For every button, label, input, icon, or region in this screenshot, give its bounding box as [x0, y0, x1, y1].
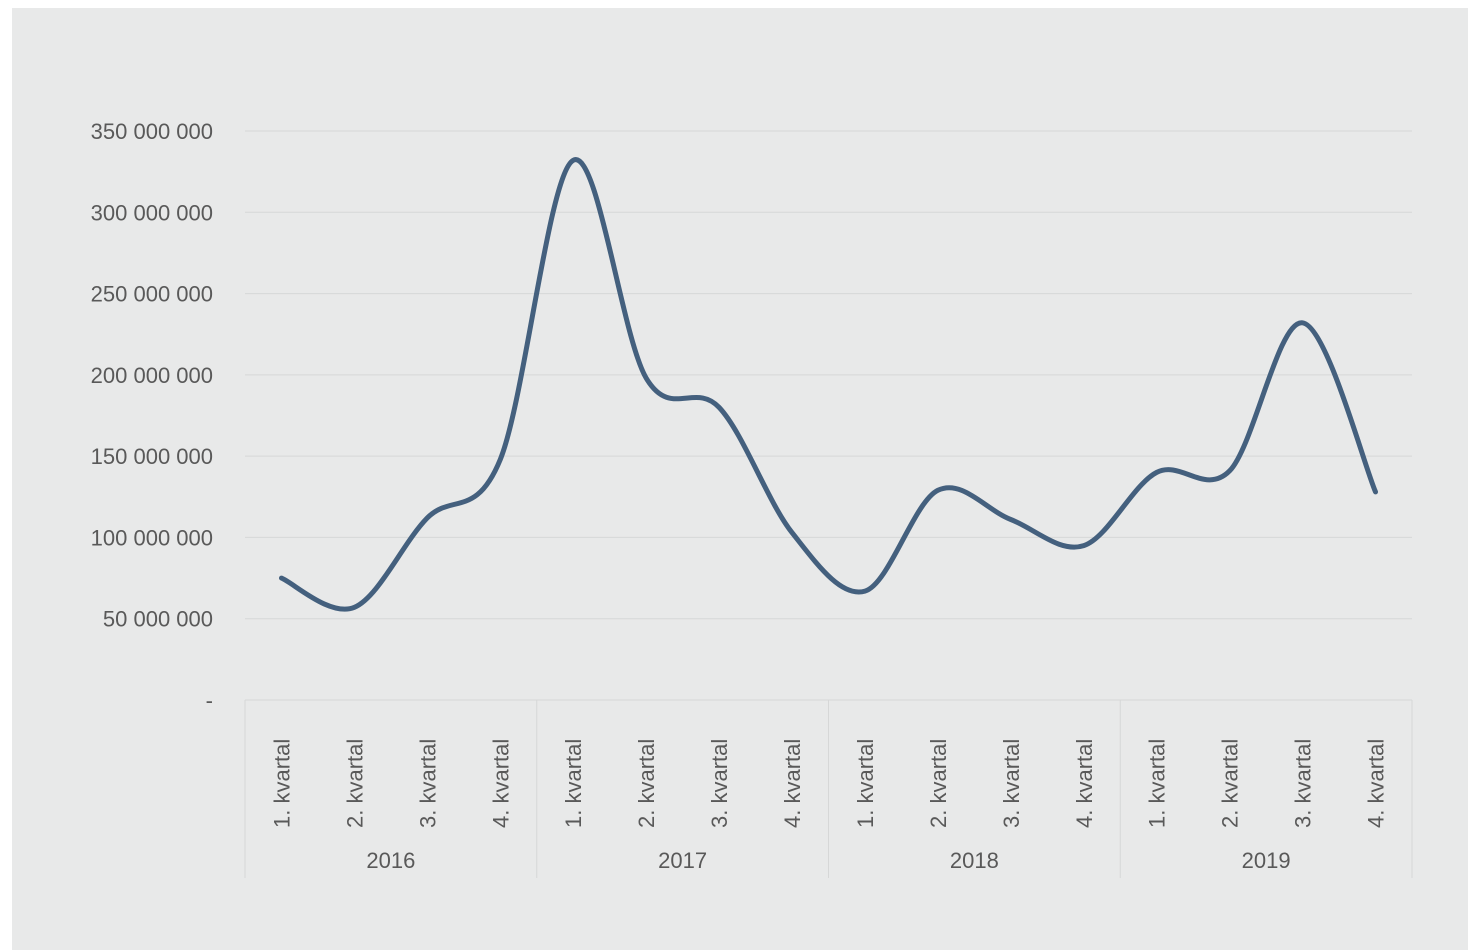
- year-label: 2017: [658, 848, 707, 873]
- x-tick-label: 4. kvartal: [780, 739, 805, 828]
- y-tick-label: 350 000 000: [91, 119, 213, 144]
- y-tick-label: 50 000 000: [103, 607, 213, 632]
- data-point: [425, 515, 430, 520]
- x-tick-label: 2. kvartal: [1218, 739, 1243, 828]
- data-point: [717, 405, 722, 410]
- y-tick-label: 200 000 000: [91, 363, 213, 388]
- data-point: [1227, 468, 1232, 473]
- data-point: [571, 158, 576, 163]
- year-label: 2019: [1242, 848, 1291, 873]
- year-label: 2018: [950, 848, 999, 873]
- x-tick-label: 3. kvartal: [707, 739, 732, 828]
- x-tick-label: 3. kvartal: [999, 739, 1024, 828]
- chart-area: [12, 8, 1468, 950]
- x-tick-label: 3. kvartal: [1291, 739, 1316, 828]
- y-tick-label: 150 000 000: [91, 444, 213, 469]
- x-tick-label: 2. kvartal: [342, 739, 367, 828]
- data-point: [1300, 320, 1305, 325]
- x-tick-label: 4. kvartal: [1364, 739, 1389, 828]
- y-tick-label: -: [206, 688, 213, 713]
- x-tick-label: 2. kvartal: [634, 739, 659, 828]
- x-tick-label: 2. kvartal: [926, 739, 951, 828]
- y-tick-label: 250 000 000: [91, 282, 213, 307]
- data-point: [1154, 470, 1159, 475]
- data-point: [790, 530, 795, 535]
- data-point: [1008, 517, 1013, 522]
- x-tick-label: 1. kvartal: [853, 739, 878, 828]
- data-point: [935, 488, 940, 493]
- x-tick-label: 4. kvartal: [1072, 739, 1097, 828]
- data-point: [498, 457, 503, 462]
- x-tick-label: 3. kvartal: [415, 739, 440, 828]
- x-tick-label: 1. kvartal: [269, 739, 294, 828]
- x-tick-label: 1. kvartal: [561, 739, 586, 828]
- x-tick-label: 4. kvartal: [488, 739, 513, 828]
- year-label: 2016: [366, 848, 415, 873]
- data-point: [862, 589, 867, 594]
- x-tick-label: 1. kvartal: [1145, 739, 1170, 828]
- y-tick-label: 300 000 000: [91, 200, 213, 225]
- data-point: [1373, 489, 1378, 494]
- data-point: [644, 376, 649, 381]
- data-point: [352, 605, 357, 610]
- data-point: [279, 576, 284, 581]
- series-line: [279, 157, 1378, 612]
- data-point: [1081, 543, 1086, 548]
- y-tick-label: 100 000 000: [91, 525, 213, 550]
